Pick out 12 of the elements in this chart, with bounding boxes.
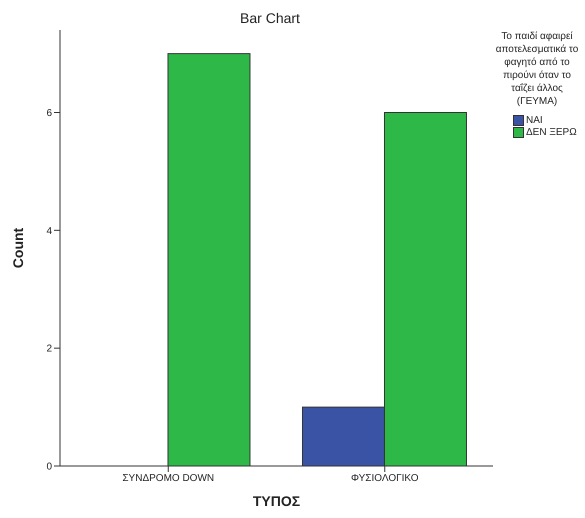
x-axis-title: ΤΥΠΟΣ [252, 493, 300, 509]
legend-label: ΔΕΝ ΞΕΡΩ [526, 126, 577, 138]
y-axis-title: Count [10, 227, 26, 268]
x-tick-label: ΣΥΝΔΡΟΜΟ DOWN [122, 473, 214, 484]
chart-title: Bar Chart [239, 10, 301, 26]
y-tick-label: 2 [46, 344, 52, 355]
y-tick-label: 0 [46, 462, 52, 473]
legend-label: ΝΑΙ [526, 114, 543, 126]
legend-title: Το παιδί αφαιρεί αποτελεσματικά το φαγητό από το πιρούνι όταν το ταΐζει άλλος (ΓΕΥΜΑ) [494, 30, 580, 108]
y-tick-label: 6 [46, 108, 52, 120]
x-tick-label: ΦΥΣΙΟΛΟΓΙΚΟ [350, 473, 419, 484]
y-tick-label: 4 [46, 226, 52, 237]
